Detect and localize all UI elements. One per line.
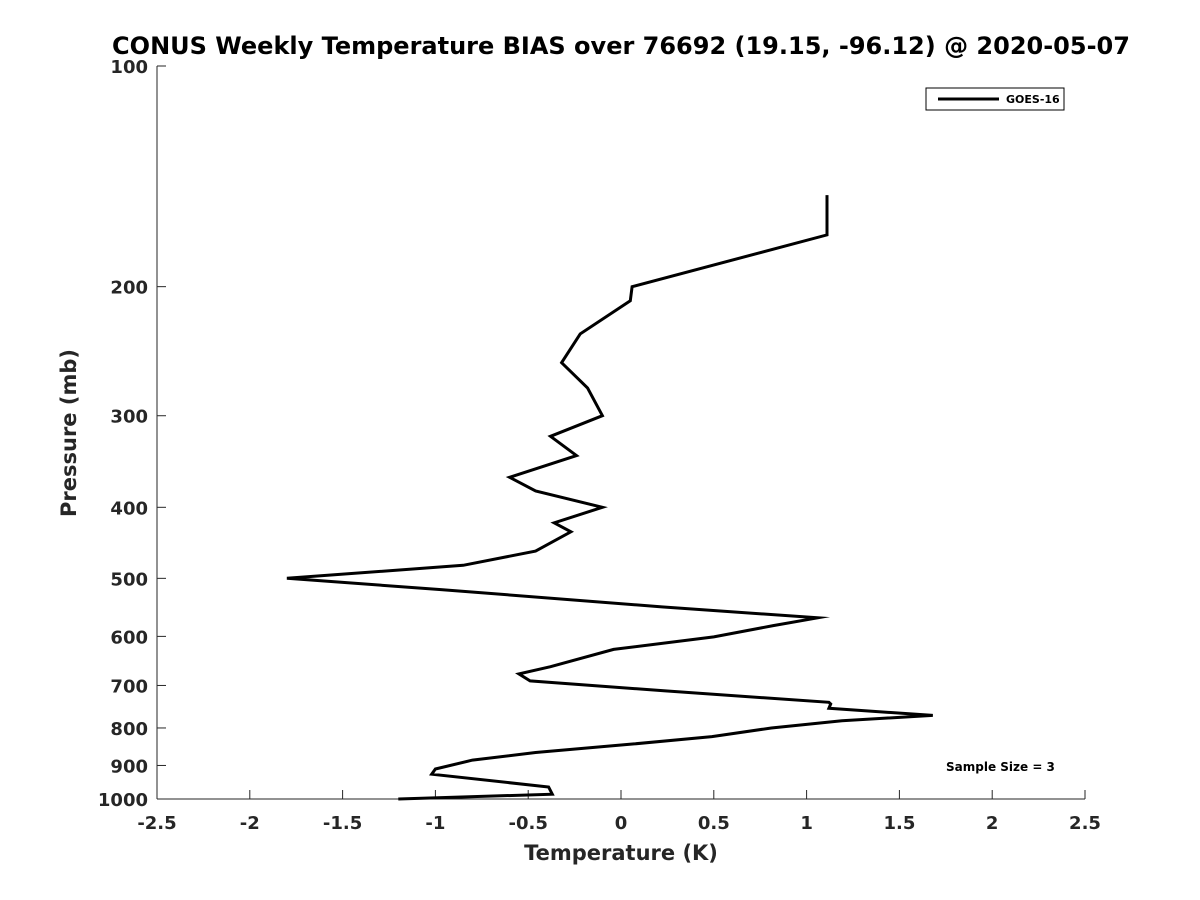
y-axis: 100 200 300 400 500 600 700 800 900 1000 bbox=[98, 57, 166, 811]
y-tick-label: 100 bbox=[110, 57, 148, 78]
y-tick-label: 1000 bbox=[98, 790, 148, 811]
y-tick-label: 600 bbox=[110, 627, 148, 648]
y-tick-label: 200 bbox=[110, 278, 148, 299]
plot-area bbox=[157, 66, 1085, 799]
legend: GOES-16 bbox=[925, 87, 1065, 111]
y-tick-label: 400 bbox=[110, 498, 148, 519]
x-tick-label: -0.5 bbox=[509, 813, 548, 834]
chart-title: CONUS Weekly Temperature BIAS over 76692… bbox=[112, 32, 1130, 60]
series-line-0 bbox=[286, 195, 933, 801]
x-tick-label: -1 bbox=[425, 813, 445, 834]
x-tick-label: -2 bbox=[240, 813, 260, 834]
y-tick-label: 800 bbox=[110, 719, 148, 740]
series-layer bbox=[286, 195, 933, 801]
sample-size-annotation: Sample Size = 3 bbox=[946, 760, 1055, 774]
x-tick-label: 0.5 bbox=[698, 813, 730, 834]
y-axis-label: Pressure (mb) bbox=[57, 349, 81, 517]
y-tick-label: 500 bbox=[110, 569, 148, 590]
y-tick-label: 300 bbox=[110, 407, 148, 428]
x-tick-label: 2.5 bbox=[1069, 813, 1101, 834]
x-tick-label: -2.5 bbox=[137, 813, 176, 834]
x-tick-label: 0 bbox=[615, 813, 628, 834]
x-tick-label: -1.5 bbox=[323, 813, 362, 834]
y-tick-label: 900 bbox=[110, 756, 148, 777]
x-axis: -2.5 -2 -1.5 -1 -0.5 0 0.5 1 1.5 2 2.5 bbox=[137, 790, 1101, 834]
legend-entry-label: GOES-16 bbox=[1006, 93, 1060, 106]
x-axis-label: Temperature (K) bbox=[524, 841, 718, 865]
x-tick-label: 2 bbox=[986, 813, 999, 834]
x-tick-label: 1.5 bbox=[883, 813, 915, 834]
y-tick-label: 700 bbox=[110, 676, 148, 697]
x-tick-label: 1 bbox=[800, 813, 813, 834]
